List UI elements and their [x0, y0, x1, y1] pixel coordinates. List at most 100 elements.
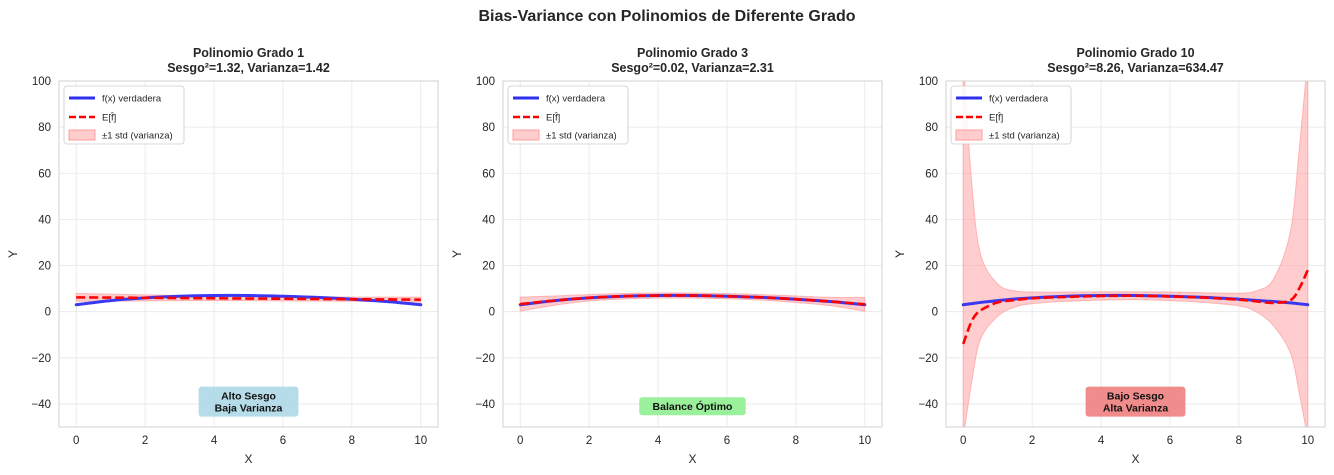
x-tick-label: 8 [1236, 435, 1242, 447]
grid [59, 80, 438, 427]
y-tick-label: −40 [918, 399, 938, 411]
y-tick-label: 60 [482, 168, 495, 180]
x-axis-label: X [244, 452, 252, 466]
annotation: Balance Óptimo [639, 397, 746, 416]
y-tick-label: 20 [38, 261, 51, 273]
variance-band [962, 81, 1309, 427]
true-function-line [961, 293, 1310, 307]
legend-label: f(x) verdadera [546, 94, 606, 105]
y-tick-label: −40 [31, 399, 51, 411]
axes-frame [945, 80, 1326, 428]
x-tick-label: 10 [858, 435, 871, 447]
y-tick-label: 60 [38, 168, 51, 180]
x-tick-label: 10 [1301, 435, 1314, 447]
y-tick-label: 0 [45, 307, 51, 319]
chart-subtitle: Sesgo²=0.02, Varianza=2.31 [611, 61, 774, 75]
axes-frame [502, 80, 883, 428]
y-tick-label: 100 [919, 76, 938, 88]
y-tick-label: 40 [38, 214, 51, 226]
y-axis-label: Y [6, 250, 20, 258]
x-tick-label: 4 [1098, 435, 1105, 447]
expected-prediction-line [962, 269, 1309, 345]
plot-content [961, 81, 1310, 427]
legend: f(x) verdadera E[f̂] ±1 std (varianza) [63, 85, 185, 145]
plot-area [946, 81, 1325, 427]
chart-subtitle: Sesgo²=8.26, Varianza=634.47 [1047, 61, 1224, 75]
legend-label: ±1 std (varianza) [102, 131, 173, 142]
legend: f(x) verdadera E[f̂] ±1 std (varianza) [950, 85, 1072, 145]
legend-swatch-band [512, 129, 540, 141]
x-tick-label: 0 [73, 435, 79, 447]
chart-title: Polinomio Grado 3 [637, 46, 748, 60]
variance-band [75, 292, 422, 303]
legend-label: ±1 std (varianza) [546, 131, 617, 142]
figure-title: Bias-Variance con Polinomios de Diferent… [478, 8, 856, 25]
y-tick-label: 0 [489, 307, 495, 319]
plot-area [503, 81, 882, 427]
expected-prediction-line [76, 296, 421, 301]
grid [503, 80, 882, 427]
x-axis-label: X [688, 452, 696, 466]
y-tick-label: 20 [925, 261, 938, 273]
legend-box [63, 85, 185, 145]
y-axis-label: Y [893, 250, 907, 258]
annotation-text: Alta Varianza [1103, 403, 1169, 415]
y-tick-label: 80 [925, 122, 938, 134]
plot-content [74, 292, 423, 307]
legend-swatch-band [955, 129, 983, 141]
annotation-text: Bajo Sesgo [1107, 391, 1164, 403]
annotation-box [1085, 386, 1186, 417]
chart-title: Polinomio Grado 1 [193, 46, 304, 60]
legend-label: E[f̂] [546, 112, 560, 124]
y-tick-label: 80 [482, 122, 495, 134]
true-function-line [74, 293, 423, 307]
y-tick-label: −40 [475, 399, 495, 411]
grid [946, 80, 1325, 427]
plot-content [518, 292, 867, 312]
y-tick-label: 100 [32, 76, 51, 88]
x-tick-label: 2 [142, 435, 148, 447]
x-tick-label: 0 [960, 435, 966, 447]
y-tick-label: 40 [925, 214, 938, 226]
x-tick-label: 6 [724, 435, 730, 447]
true-function-line [518, 293, 867, 307]
x-axis-label: X [1131, 452, 1139, 466]
expected-prediction-line [520, 294, 865, 306]
annotation-text: Baja Varianza [215, 403, 283, 415]
chart-title: Polinomio Grado 10 [1076, 46, 1194, 60]
x-tick-label: 10 [414, 435, 427, 447]
chart-subtitle: Sesgo²=1.32, Varianza=1.42 [167, 61, 330, 75]
x-tick-label: 0 [517, 435, 523, 447]
y-tick-label: 40 [482, 214, 495, 226]
x-tick-label: 4 [211, 435, 218, 447]
y-tick-label: −20 [918, 353, 938, 365]
y-tick-label: 20 [482, 261, 495, 273]
legend-label: E[f̂] [989, 112, 1003, 124]
x-tick-label: 6 [280, 435, 286, 447]
y-tick-label: 0 [932, 307, 938, 319]
y-tick-label: 100 [476, 76, 495, 88]
y-tick-label: −20 [475, 353, 495, 365]
legend-label: f(x) verdadera [102, 94, 162, 105]
y-axis-label: Y [450, 250, 464, 258]
plot-area [59, 81, 438, 427]
annotation-text: Alto Sesgo [221, 391, 276, 403]
annotation-box [639, 397, 746, 416]
annotation-box [198, 386, 299, 417]
legend-box [507, 85, 629, 145]
legend-swatch-band [68, 129, 96, 141]
y-tick-label: 60 [925, 168, 938, 180]
variance-band [519, 292, 866, 312]
legend-label: E[f̂] [102, 112, 116, 124]
annotation-text: Balance Óptimo [653, 400, 733, 413]
legend: f(x) verdadera E[f̂] ±1 std (varianza) [507, 85, 629, 145]
axes-frame [58, 80, 439, 428]
legend-label: f(x) verdadera [989, 94, 1049, 105]
x-tick-label: 8 [349, 435, 355, 447]
x-tick-label: 2 [1029, 435, 1035, 447]
